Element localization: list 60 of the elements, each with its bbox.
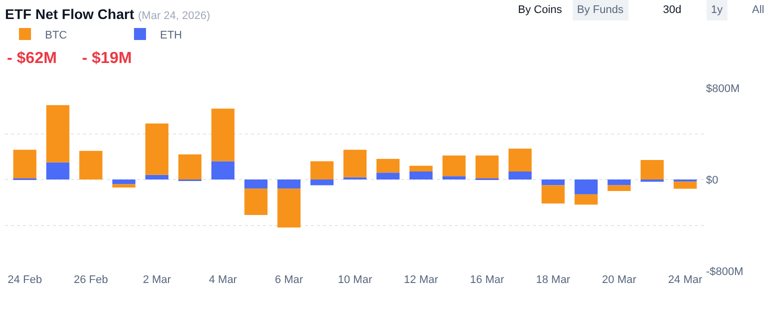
- bar: [46, 162, 70, 180]
- legend-label: BTC: [45, 29, 68, 42]
- text: All: [752, 4, 764, 16]
- text: 1y: [711, 4, 724, 16]
- bar: [310, 161, 334, 180]
- bar: [277, 180, 301, 189]
- text: - $19M: [82, 50, 132, 67]
- bar: [376, 172, 400, 180]
- x-tick-label: 10 Mar: [338, 274, 372, 286]
- bar: [542, 180, 565, 186]
- bar: [476, 155, 499, 178]
- x-tick-label: 26 Feb: [74, 274, 108, 286]
- bar: [112, 180, 136, 184]
- bar: [574, 194, 598, 205]
- bar: [211, 161, 234, 180]
- text: 30d: [663, 4, 682, 16]
- x-tick-label: 24 Feb: [8, 274, 42, 286]
- bar: [376, 158, 400, 173]
- bar: [343, 150, 367, 178]
- x-tick-label: 18 Mar: [536, 274, 571, 286]
- x-tick-label: 4 Mar: [208, 274, 238, 286]
- chart-title: ETF Net Flow Chart: [5, 6, 134, 22]
- bar: [640, 160, 664, 180]
- bar: [508, 171, 532, 180]
- bar: [46, 105, 70, 162]
- x-tick-label: 6 Mar: [274, 274, 304, 286]
- bar: [79, 150, 102, 180]
- y-tick-label: $0: [706, 174, 718, 186]
- x-tick-label: 20 Mar: [602, 274, 637, 286]
- bar: [145, 174, 168, 180]
- bar: [409, 166, 433, 172]
- bar: [542, 185, 565, 204]
- bar: [211, 108, 234, 162]
- bar: [608, 185, 631, 191]
- bar: [442, 176, 466, 180]
- bar: [145, 123, 168, 175]
- bar: [608, 180, 631, 186]
- bar: [310, 180, 334, 186]
- x-tick-label: 16 Mar: [470, 274, 505, 286]
- text: - $62M: [7, 50, 57, 67]
- bar: [178, 154, 202, 180]
- x-tick-label: 12 Mar: [404, 274, 438, 286]
- legend-label: ETH: [160, 29, 182, 42]
- bar: [244, 188, 268, 215]
- x-tick-label: 2 Mar: [142, 274, 172, 286]
- bar: [409, 171, 433, 180]
- chart-subtitle: (Mar 24, 2026): [138, 10, 210, 22]
- x-tick-label: 24 Mar: [668, 274, 703, 286]
- bar: [508, 148, 532, 172]
- bar: [674, 182, 697, 189]
- text: By Coins: [518, 4, 563, 16]
- bar: [277, 188, 301, 228]
- bar: [13, 150, 36, 178]
- y-tick-label: $800M: [706, 82, 740, 95]
- bar: [244, 180, 268, 189]
- y-tick-label: -$800M: [706, 266, 744, 278]
- bar: [574, 180, 598, 194]
- bar: [112, 184, 136, 188]
- bar: [442, 155, 466, 176]
- text: By Funds: [577, 4, 624, 16]
